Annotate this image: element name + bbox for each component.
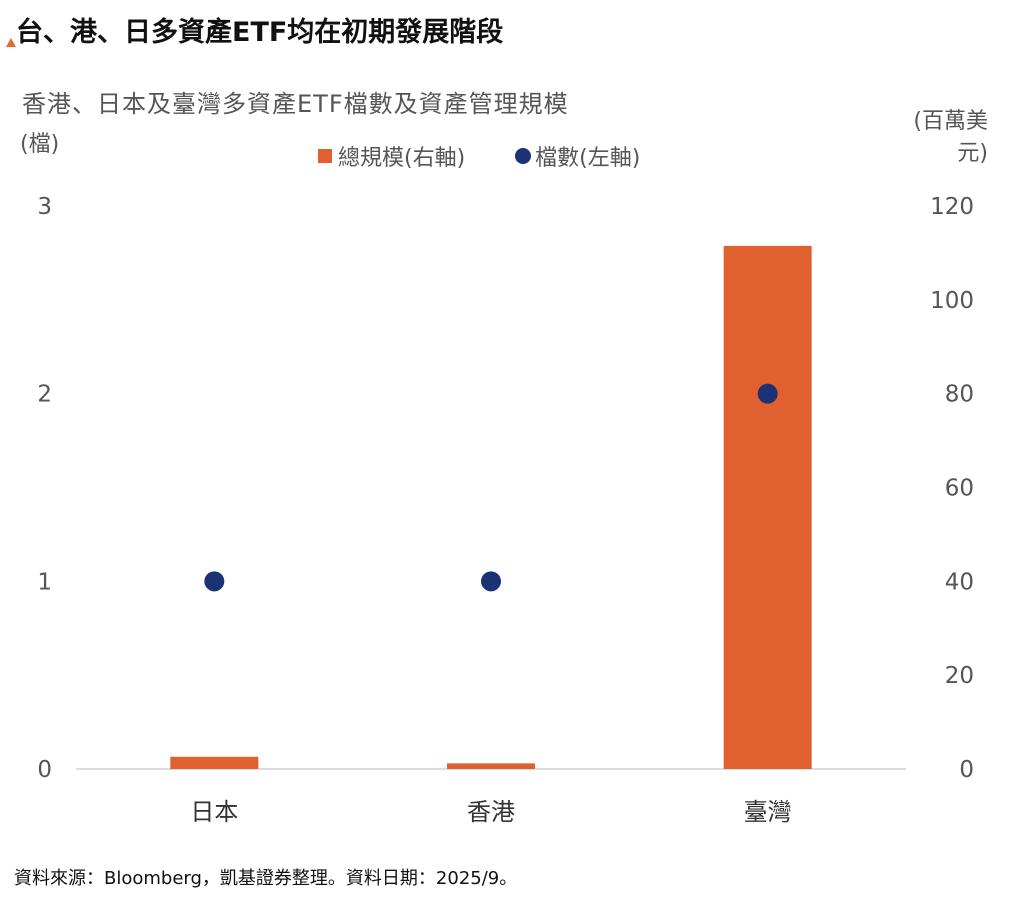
source-note: 資料來源：Bloomberg，凱基證券整理。資料日期：2025/9。 <box>14 868 518 889</box>
right-axis-label-line1: (百萬美 <box>913 109 988 134</box>
right-tick-label: 0 <box>959 757 974 783</box>
category-label: 臺灣 <box>744 798 792 826</box>
category-label: 日本 <box>190 798 238 826</box>
legend-bar-swatch-icon <box>318 149 332 163</box>
dot-1 <box>204 571 225 592</box>
bar-1 <box>170 756 259 769</box>
category-label: 香港 <box>467 798 515 826</box>
legend-item-dot: 檔數(左軸) <box>515 140 640 172</box>
right-tick-label: 120 <box>930 194 974 220</box>
title-marker-icon <box>6 38 16 47</box>
legend: 總規模(右軸) 檔數(左軸) <box>318 140 690 172</box>
legend-label-bar: 總規模(右軸) <box>338 146 466 171</box>
bar-3 <box>723 245 812 770</box>
right-axis-label: (百萬美 元) <box>878 106 988 170</box>
legend-item-bar: 總規模(右軸) <box>318 140 465 172</box>
chart-plot: 0 1 2 3 0 20 40 60 80 100 120 日本 香港 臺灣 <box>37 194 974 826</box>
right-tick-label: 20 <box>945 663 974 689</box>
page-title: 台、港、日多資產ETF均在初期發展階段 <box>16 17 504 48</box>
dot-2 <box>481 571 501 592</box>
right-tick-label: 80 <box>945 382 974 408</box>
left-tick-label: 3 <box>37 194 52 220</box>
legend-label-dot: 檔數(左軸) <box>535 146 641 171</box>
left-tick-label: 2 <box>37 382 52 408</box>
right-axis-label-line2: 元) <box>957 141 988 166</box>
right-tick-label: 60 <box>945 476 974 502</box>
chart-title: 香港、日本及臺灣多資產ETF檔數及資產管理規模 <box>22 90 569 118</box>
legend-dot-swatch-icon <box>515 148 532 164</box>
left-tick-label: 0 <box>37 757 52 783</box>
bar-2 <box>447 763 535 769</box>
right-tick-label: 40 <box>945 569 974 595</box>
dot-3 <box>757 383 778 404</box>
right-tick-label: 100 <box>930 288 974 314</box>
left-tick-label: 1 <box>37 569 52 595</box>
left-axis-label: (檔) <box>20 132 60 157</box>
